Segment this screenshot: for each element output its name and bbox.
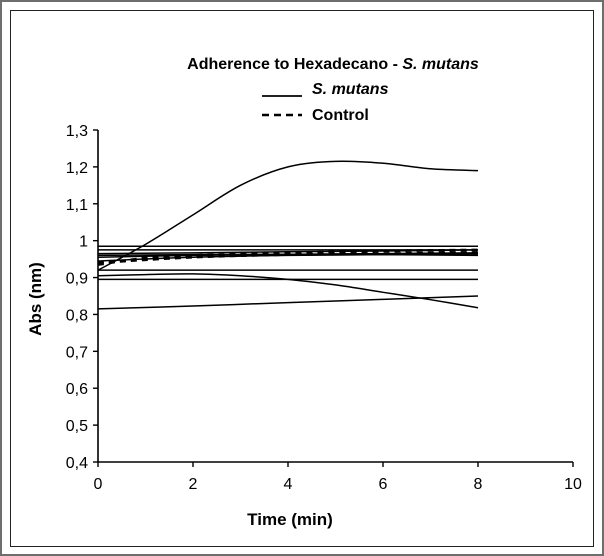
chart-panel [10, 10, 594, 547]
x-tick-label: 4 [284, 476, 293, 493]
y-tick-label: 1,3 [66, 123, 88, 140]
s-mutans-series-line [97, 295, 479, 310]
legend-label-control: Control [312, 107, 369, 124]
chart-title: Adherence to Hexadecano - S. mutans [187, 56, 479, 73]
y-tick-label: 1 [79, 234, 88, 251]
y-axis-label: Abs (nm) [26, 262, 45, 336]
x-axis-label: Time (min) [247, 510, 333, 529]
x-tick-label: 0 [94, 476, 103, 493]
y-tick-label: 0,7 [66, 344, 88, 361]
control-series-line [97, 251, 479, 265]
series-layer [97, 160, 479, 310]
legend: S. mutans Control [262, 81, 389, 124]
ticks-layer: 0,4 0,5 0,6 0,7 0,8 0,9 1 1,1 1,2 1,3 0 2 4 6 8 10 [66, 123, 582, 493]
y-tick-label: 0,5 [66, 418, 88, 435]
y-tick-label: 0,6 [66, 381, 88, 398]
y-tick-label: 0,4 [66, 455, 88, 472]
y-tick-label: 0,9 [66, 271, 88, 288]
axes [97, 130, 573, 463]
x-tick-label: 8 [474, 476, 483, 493]
y-tick-label: 1,1 [66, 197, 88, 214]
s-mutans-series-line [97, 160, 479, 271]
x-tick-label: 6 [379, 476, 388, 493]
x-tick-label: 2 [189, 476, 198, 493]
y-tick-label: 0,8 [66, 307, 88, 324]
control-series-line [97, 248, 479, 266]
legend-label-s-mutans: S. mutans [312, 81, 389, 98]
x-tick-label: 10 [564, 476, 582, 493]
y-tick-label: 1,2 [66, 160, 88, 177]
